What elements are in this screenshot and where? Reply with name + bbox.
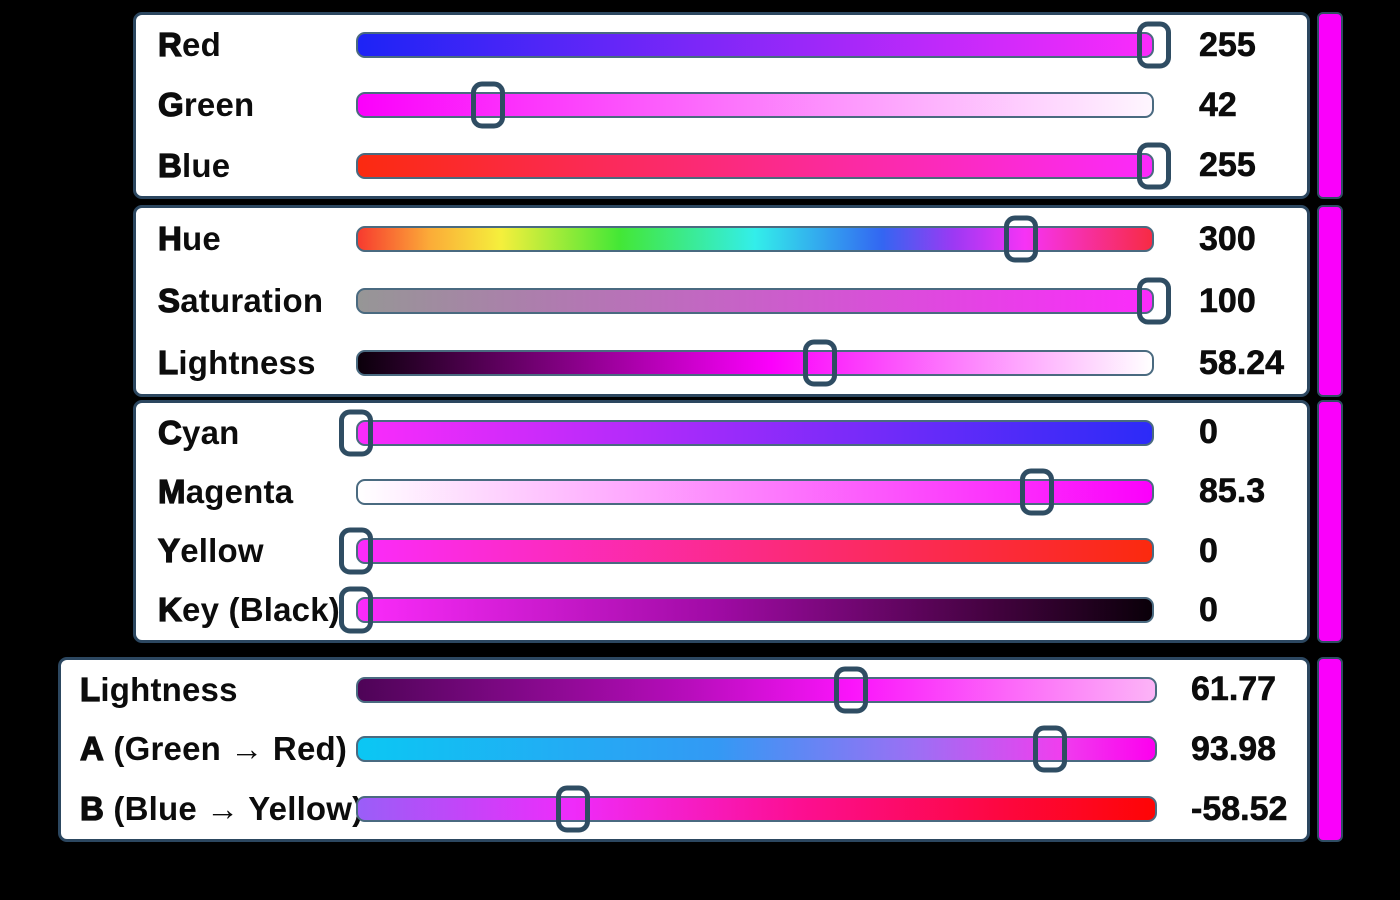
lab-b-slider[interactable] bbox=[356, 784, 1157, 834]
lightness-slider-handle[interactable] bbox=[803, 339, 838, 387]
hue-label: Hue bbox=[157, 219, 221, 257]
hue-slider-track[interactable] bbox=[356, 226, 1154, 252]
lightness-slider-track[interactable] bbox=[356, 350, 1154, 376]
yellow-slider[interactable] bbox=[339, 526, 1154, 576]
yellow-slider-row: Yellow 0 bbox=[136, 526, 1307, 576]
lab-lightness-slider-track[interactable] bbox=[356, 676, 1157, 703]
green-slider-handle[interactable] bbox=[470, 81, 505, 129]
saturation-slider-track[interactable] bbox=[356, 288, 1154, 314]
lab-a-slider-row: A (Green → Red) 93.98 bbox=[61, 724, 1307, 774]
saturation-slider[interactable] bbox=[356, 276, 1171, 326]
blue-slider-track[interactable] bbox=[356, 152, 1154, 179]
key-black-slider-handle[interactable] bbox=[339, 586, 373, 634]
lab-lightness-label: Lightness bbox=[79, 670, 238, 708]
lab-lightness-slider-row: Lightness 61.77 bbox=[61, 665, 1307, 715]
cyan-slider-handle[interactable] bbox=[339, 409, 373, 457]
blue-label: Blue bbox=[157, 146, 231, 184]
lab-lightness-value: 61.77 bbox=[1191, 670, 1277, 709]
lab-b-slider-handle[interactable] bbox=[556, 785, 591, 833]
hue-slider[interactable] bbox=[356, 214, 1154, 264]
lab-a-slider[interactable] bbox=[356, 724, 1157, 774]
lightness-slider-row: Lightness 58.24 bbox=[136, 338, 1307, 388]
hue-value: 300 bbox=[1199, 219, 1256, 258]
cmyk-panel: Cyan 0 Magenta 85.3 Yellow 0 Key (Black)… bbox=[133, 400, 1310, 643]
key-black-slider-track[interactable] bbox=[356, 597, 1154, 624]
key-black-slider-row: Key (Black) 0 bbox=[136, 585, 1307, 635]
cyan-slider-row: Cyan 0 bbox=[136, 408, 1307, 458]
lab-panel: Lightness 61.77 A (Green → Red) 93.98 B … bbox=[58, 657, 1310, 842]
hsl-panel: Hue 300 Saturation 100 Lightness 58.24 bbox=[133, 205, 1310, 397]
lab-a-value: 93.98 bbox=[1191, 729, 1277, 769]
lightness-value: 58.24 bbox=[1199, 343, 1285, 382]
green-slider[interactable] bbox=[356, 80, 1154, 130]
red-slider-handle[interactable] bbox=[1137, 21, 1171, 69]
lightness-label: Lightness bbox=[157, 343, 316, 381]
lab-a-slider-track[interactable] bbox=[356, 736, 1157, 763]
cmyk-color-preview-strip bbox=[1317, 400, 1343, 643]
lab-b-slider-row: B (Blue → Yellow) -58.52 bbox=[61, 784, 1307, 834]
yellow-value: 0 bbox=[1199, 531, 1219, 570]
red-value: 255 bbox=[1199, 25, 1256, 64]
red-slider-track[interactable] bbox=[356, 32, 1154, 59]
cyan-value: 0 bbox=[1199, 413, 1219, 452]
yellow-slider-track[interactable] bbox=[356, 538, 1154, 565]
magenta-slider-handle[interactable] bbox=[1019, 468, 1054, 516]
cyan-slider[interactable] bbox=[339, 408, 1154, 458]
saturation-label: Saturation bbox=[157, 281, 324, 319]
lab-b-slider-track[interactable] bbox=[356, 796, 1157, 823]
green-slider-track[interactable] bbox=[356, 92, 1154, 119]
red-slider[interactable] bbox=[356, 20, 1171, 70]
green-value: 42 bbox=[1199, 85, 1237, 125]
green-label: Green bbox=[157, 86, 255, 124]
red-slider-row: Red 255 bbox=[136, 20, 1307, 70]
hue-slider-handle[interactable] bbox=[1003, 215, 1038, 263]
lab-b-value: -58.52 bbox=[1191, 789, 1288, 828]
hsl-color-preview-strip bbox=[1317, 205, 1343, 397]
blue-slider[interactable] bbox=[356, 141, 1171, 191]
magenta-slider[interactable] bbox=[356, 467, 1154, 517]
cyan-slider-track[interactable] bbox=[356, 419, 1154, 446]
red-label: Red bbox=[157, 26, 221, 64]
key-black-value: 0 bbox=[1199, 590, 1219, 630]
blue-slider-handle[interactable] bbox=[1137, 142, 1171, 190]
magenta-label: Magenta bbox=[157, 472, 294, 510]
lab-lightness-slider-handle[interactable] bbox=[834, 666, 869, 714]
blue-value: 255 bbox=[1199, 146, 1256, 185]
yellow-label: Yellow bbox=[157, 531, 264, 570]
green-slider-row: Green 42 bbox=[136, 80, 1307, 130]
yellow-slider-handle[interactable] bbox=[339, 527, 373, 575]
hue-slider-row: Hue 300 bbox=[136, 214, 1307, 264]
key-black-slider[interactable] bbox=[339, 585, 1154, 635]
saturation-value: 100 bbox=[1199, 281, 1256, 320]
rgb-panel: Red 255 Green 42 Blue 255 bbox=[133, 12, 1310, 199]
magenta-value: 85.3 bbox=[1199, 472, 1266, 511]
lab-color-preview-strip bbox=[1317, 657, 1343, 842]
magenta-slider-row: Magenta 85.3 bbox=[136, 467, 1307, 517]
lab-a-label: A (Green → Red) bbox=[79, 730, 348, 768]
lab-lightness-slider[interactable] bbox=[356, 665, 1157, 715]
saturation-slider-row: Saturation 100 bbox=[136, 276, 1307, 326]
cyan-label: Cyan bbox=[157, 413, 240, 451]
lab-b-label: B (Blue → Yellow) bbox=[79, 789, 364, 828]
blue-slider-row: Blue 255 bbox=[136, 141, 1307, 191]
saturation-slider-handle[interactable] bbox=[1137, 277, 1171, 325]
rgb-color-preview-strip bbox=[1317, 12, 1343, 199]
key-black-label: Key (Black) bbox=[157, 591, 340, 629]
lightness-slider[interactable] bbox=[356, 338, 1154, 388]
lab-a-slider-handle[interactable] bbox=[1033, 725, 1068, 773]
